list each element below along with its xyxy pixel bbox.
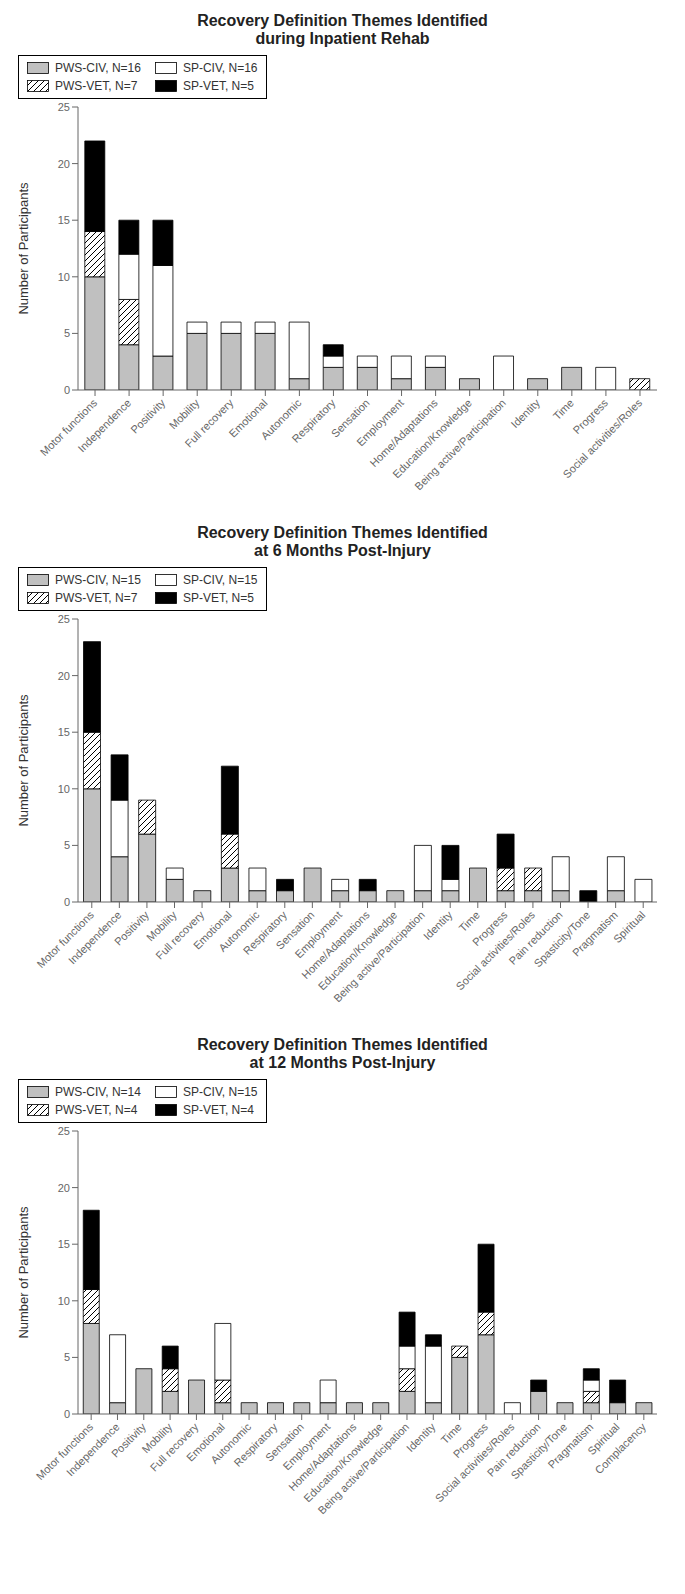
svg-text:25: 25 <box>58 613 70 625</box>
svg-text:0: 0 <box>64 1408 70 1420</box>
svg-text:Mobility: Mobility <box>139 1420 175 1456</box>
svg-text:Progress: Progress <box>570 396 611 437</box>
svg-text:15: 15 <box>58 1238 70 1250</box>
svg-text:10: 10 <box>58 1295 70 1307</box>
svg-text:Education/Knowledge: Education/Knowledge <box>315 908 400 993</box>
html-text:PWS-VET, N=4: PWS-VET, N=4 <box>55 1103 138 1117</box>
svg-text:Sensation: Sensation <box>273 908 317 952</box>
svg-text:15: 15 <box>58 214 70 226</box>
html-text:Recovery Definition Themes Ide: Recovery Definition Themes Identified at… <box>197 524 488 559</box>
svg-text:Home/Adaptations: Home/Adaptations <box>367 396 440 470</box>
svg-text:Positivity: Positivity <box>112 908 152 948</box>
svg-text:10: 10 <box>58 271 70 283</box>
svg-text:Positivity: Positivity <box>109 1420 149 1460</box>
svg-text:5: 5 <box>64 1351 70 1363</box>
svg-text:Sensation: Sensation <box>328 396 372 440</box>
svg-text:Motor functions: Motor functions <box>34 908 96 971</box>
svg-text:Independence: Independence <box>63 1420 122 1479</box>
svg-text:Emotional: Emotional <box>190 908 234 952</box>
svg-text:Full recovery: Full recovery <box>153 908 207 962</box>
html-text:SP-CIV, N=15: SP-CIV, N=15 <box>182 573 258 587</box>
html-text:PWS-VET, N=7: PWS-VET, N=7 <box>55 79 138 93</box>
svg-text:Education/Knowledge: Education/Knowledge <box>390 396 474 481</box>
html-text:SP-CIV, N=15: SP-CIV, N=15 <box>182 1085 258 1099</box>
svg-text:Time: Time <box>551 397 576 422</box>
svg-text:Pain reduction: Pain reduction <box>484 1420 543 1479</box>
svg-text:Number of Participants: Number of Participants <box>16 1206 31 1339</box>
svg-text:Employment: Employment <box>292 908 345 961</box>
svg-text:Respiratory: Respiratory <box>289 396 338 445</box>
svg-text:Time: Time <box>438 1420 464 1447</box>
svg-text:Social activities/Roles: Social activities/Roles <box>432 1420 517 1505</box>
svg-text:Identity: Identity <box>421 908 455 942</box>
svg-text:Home/Adaptations: Home/Adaptations <box>286 1420 359 1494</box>
svg-text:Positivity: Positivity <box>128 396 168 436</box>
svg-text:Mobility: Mobility <box>143 908 179 944</box>
svg-text:Sensation: Sensation <box>262 1420 306 1464</box>
svg-text:20: 20 <box>58 158 70 170</box>
svg-text:25: 25 <box>58 101 70 113</box>
svg-text:Motor functions: Motor functions <box>33 1420 96 1483</box>
svg-text:0: 0 <box>64 384 70 396</box>
html-text:Recovery Definition Themes Ide: Recovery Definition Themes Identified du… <box>197 12 488 47</box>
html-text:Recovery Definition Themes Ide: Recovery Definition Themes Identified at… <box>197 1036 488 1071</box>
html-text:SP-VET, N=5: SP-VET, N=5 <box>182 79 254 93</box>
svg-text:Full recovery: Full recovery <box>147 1420 201 1474</box>
svg-text:Progress: Progress <box>470 908 510 949</box>
svg-text:Home/Adaptations: Home/Adaptations <box>299 908 372 982</box>
svg-text:Pain reduction: Pain reduction <box>506 908 565 967</box>
svg-text:Pragmatism: Pragmatism <box>545 1420 596 1471</box>
html-text:PWS-CIV, N=16: PWS-CIV, N=16 <box>55 61 141 75</box>
svg-text:Motor functions: Motor functions <box>38 396 100 458</box>
svg-text:5: 5 <box>64 839 70 851</box>
svg-text:Progress: Progress <box>450 1420 491 1461</box>
html-text:SP-VET, N=4: SP-VET, N=4 <box>182 1103 254 1117</box>
svg-text:Autonomic: Autonomic <box>216 908 262 954</box>
svg-text:5: 5 <box>64 327 70 339</box>
html-text:PWS-CIV, N=14: PWS-CIV, N=14 <box>55 1085 141 1099</box>
html-text:SP-CIV, N=16: SP-CIV, N=16 <box>182 61 258 75</box>
svg-text:Mobility: Mobility <box>166 396 202 432</box>
svg-text:Being active/Participation: Being active/Participation <box>315 1421 411 1517</box>
svg-text:Full recovery: Full recovery <box>182 396 235 449</box>
svg-text:Spiritual: Spiritual <box>585 1420 622 1458</box>
svg-text:Education/Knowledge: Education/Knowledge <box>301 1420 385 1505</box>
svg-text:Employment: Employment <box>280 1420 333 1473</box>
svg-text:Identity: Identity <box>404 1420 438 1454</box>
svg-text:20: 20 <box>58 1182 70 1194</box>
svg-text:15: 15 <box>58 726 70 738</box>
svg-text:Autonomic: Autonomic <box>208 1420 254 1466</box>
svg-text:20: 20 <box>58 670 70 682</box>
svg-text:Identity: Identity <box>508 396 542 430</box>
svg-text:Spasticity/Tone: Spasticity/Tone <box>508 1420 570 1482</box>
svg-text:Number of Participants: Number of Participants <box>16 694 31 827</box>
svg-text:Spiritual: Spiritual <box>611 909 648 946</box>
svg-text:0: 0 <box>64 896 70 908</box>
svg-text:10: 10 <box>58 783 70 795</box>
svg-text:Autonomic: Autonomic <box>258 396 304 442</box>
svg-text:Independence: Independence <box>76 397 134 455</box>
svg-text:Number of Participants: Number of Participants <box>16 182 31 315</box>
svg-text:Being active/Participation: Being active/Participation <box>331 909 427 1005</box>
svg-text:Emotional: Emotional <box>226 396 270 440</box>
svg-text:Spasticity/Tone: Spasticity/Tone <box>531 908 593 970</box>
svg-text:Respiratory: Respiratory <box>231 1420 280 1469</box>
svg-text:Social activities/Roles: Social activities/Roles <box>453 908 538 993</box>
html-text:PWS-CIV, N=15: PWS-CIV, N=15 <box>55 573 141 587</box>
svg-text:Time: Time <box>456 908 482 935</box>
svg-text:Independence: Independence <box>65 908 124 967</box>
svg-text:Employment: Employment <box>354 396 406 449</box>
svg-text:Pragmatism: Pragmatism <box>570 909 620 959</box>
svg-text:Complacency: Complacency <box>592 1420 648 1476</box>
html-text:SP-VET, N=5: SP-VET, N=5 <box>182 591 254 605</box>
svg-text:Social activities/Roles: Social activities/Roles <box>561 396 645 480</box>
svg-text:Being active/Participation: Being active/Participation <box>412 397 508 493</box>
html-text:PWS-VET, N=7: PWS-VET, N=7 <box>55 591 138 605</box>
svg-text:Emotional: Emotional <box>183 1420 227 1464</box>
svg-text:Respiratory: Respiratory <box>240 908 289 957</box>
svg-text:25: 25 <box>58 1125 70 1137</box>
